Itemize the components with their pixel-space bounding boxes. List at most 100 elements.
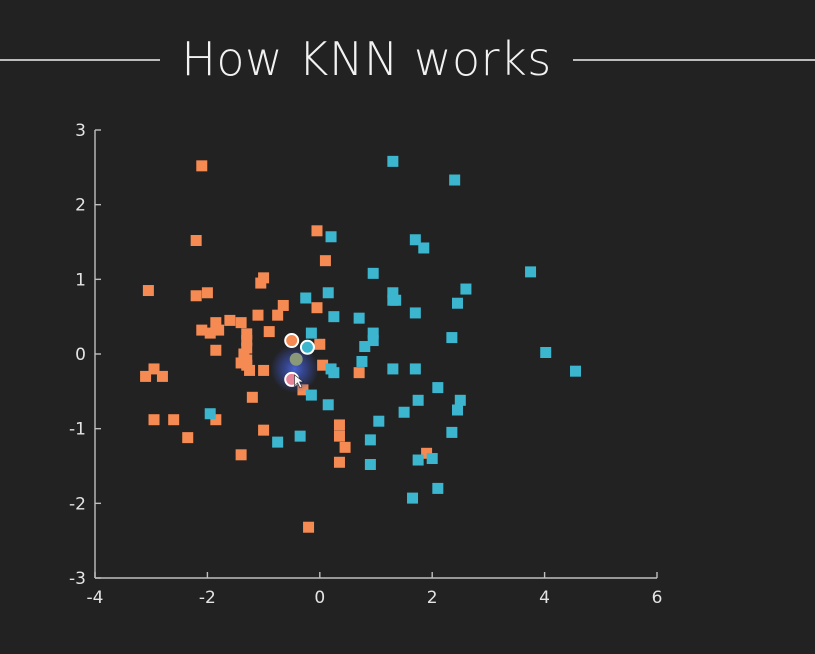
blue-point (300, 292, 312, 304)
cursor-icon (294, 374, 305, 389)
series-layer (140, 155, 582, 533)
orange-point (241, 328, 253, 340)
orange-point (142, 285, 154, 297)
blue-point (570, 365, 582, 377)
blue-point (328, 311, 340, 323)
blue-point (328, 367, 340, 379)
orange-point (258, 424, 270, 436)
blue-point (418, 242, 430, 254)
orange-point (311, 225, 323, 237)
blue-point (364, 459, 376, 471)
title-row: How KNN works (0, 28, 815, 94)
blue-point (367, 267, 379, 279)
orange-point (244, 364, 256, 376)
blue-point (412, 394, 424, 406)
y-tick-label: -2 (69, 494, 86, 514)
orange-point (235, 317, 247, 329)
blue-point (387, 287, 399, 299)
blue-point (356, 355, 368, 367)
orange-point (156, 370, 168, 382)
orange-point (190, 235, 202, 247)
blue-point (432, 382, 444, 394)
blue-point (460, 283, 472, 295)
x-tick-label: -4 (87, 588, 104, 608)
query-point (289, 352, 303, 366)
page-title: How KNN works (181, 32, 552, 86)
orange-point (196, 160, 208, 172)
y-tick-label: 2 (75, 196, 86, 216)
orange-point (210, 344, 222, 356)
x-tick-label: 0 (314, 588, 325, 608)
orange-point (277, 299, 289, 311)
blue-point (364, 434, 376, 446)
orange-point (241, 342, 253, 354)
orange-point (317, 359, 329, 371)
x-tick-label: 4 (539, 588, 550, 608)
blue-point (409, 363, 421, 375)
blue-point (454, 394, 466, 406)
orange-point (339, 441, 351, 453)
blue-point (322, 287, 334, 299)
blue-point (412, 454, 424, 466)
orange-point (210, 414, 222, 426)
blue-point (398, 406, 410, 418)
y-tick-label: -1 (69, 420, 86, 440)
orange-point (238, 348, 250, 360)
blue-point (387, 155, 399, 167)
y-tick-label: 3 (75, 121, 86, 141)
orange-point (235, 357, 247, 369)
orange-point (196, 324, 208, 336)
blue-point (449, 174, 461, 186)
orange-point (421, 447, 433, 459)
blue-point (451, 404, 463, 416)
query-point (284, 333, 300, 349)
orange-point (204, 327, 216, 339)
blue-point (322, 399, 334, 411)
orange-point (258, 364, 270, 376)
orange-point (314, 338, 326, 350)
title-divider-left (0, 59, 160, 61)
blue-point (432, 482, 444, 494)
orange-point (319, 255, 331, 267)
blue-point (353, 312, 365, 324)
blue-point (387, 294, 399, 306)
blue-point (426, 453, 438, 465)
orange-point (190, 290, 202, 302)
neighborhood-highlight (270, 344, 319, 393)
orange-point (241, 335, 253, 347)
orange-point (246, 391, 258, 403)
blue-point (272, 436, 284, 448)
query-layer (270, 333, 319, 393)
orange-point (182, 432, 194, 444)
blue-point (305, 389, 317, 401)
orange-point (252, 309, 264, 321)
x-tick-label: -2 (199, 588, 216, 608)
blue-point (325, 231, 337, 243)
x-tick-label: 6 (652, 588, 663, 608)
blue-point (525, 266, 537, 278)
blue-point (367, 327, 379, 339)
x-tick-label: 2 (427, 588, 438, 608)
orange-point (303, 521, 315, 533)
query-point (299, 339, 315, 355)
orange-point (201, 287, 213, 299)
orange-point (263, 326, 275, 338)
orange-point (311, 302, 323, 314)
orange-point (353, 367, 365, 379)
axes: -4 -2 0 2 4 6 -3 -2 -1 0 1 2 3 (69, 121, 662, 608)
y-tick-label: 1 (75, 270, 86, 290)
blue-point (387, 363, 399, 375)
orange-point (333, 430, 345, 442)
y-tick-label: -3 (69, 569, 86, 589)
orange-point (272, 309, 284, 321)
orange-point (148, 363, 160, 375)
orange-point (168, 414, 180, 426)
y-tick-label: 0 (75, 345, 86, 365)
blue-point (540, 347, 552, 359)
blue-point (367, 335, 379, 347)
orange-point (210, 317, 222, 329)
blue-point (407, 492, 419, 504)
orange-point (148, 414, 160, 426)
orange-point (140, 370, 152, 382)
